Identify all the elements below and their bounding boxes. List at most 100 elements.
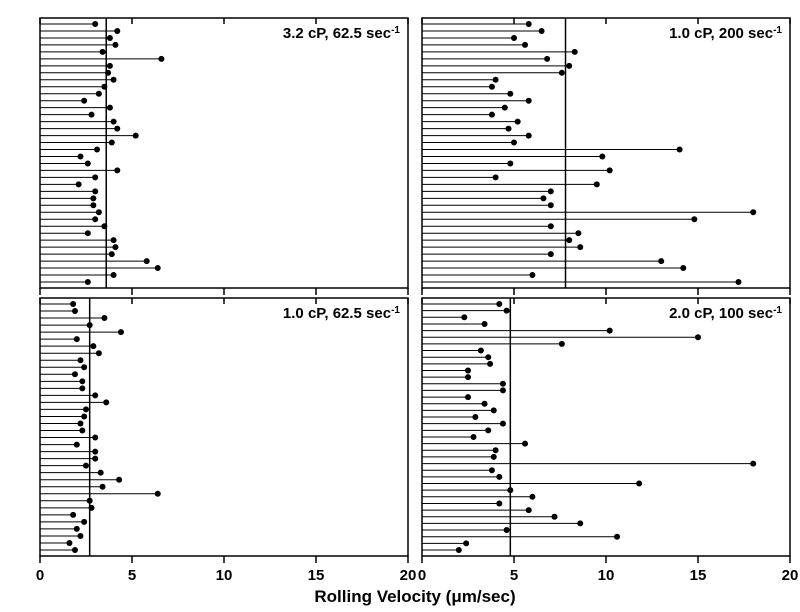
data-marker [72,371,78,377]
data-marker [74,526,80,532]
data-marker [85,230,91,236]
data-marker [566,237,572,243]
data-marker [463,540,469,546]
xtick-label: 15 [690,567,707,584]
data-marker [92,392,98,398]
data-marker [614,534,620,540]
data-marker [89,112,95,118]
data-marker [489,112,495,118]
data-marker [70,301,76,307]
data-marker [548,202,554,208]
data-marker [472,414,478,420]
data-marker [607,328,613,334]
xtick-label: 20 [782,567,799,584]
panel-label: 3.2 cP, 62.5 sec-1 [283,25,401,43]
data-marker [548,251,554,257]
x-axis-label: Rolling Velocity (μm/sec) [314,587,515,606]
data-marker [456,547,462,553]
figure-container: 3.2 cP, 62.5 sec-11.0 cP, 200 sec-105101… [0,0,800,612]
panel-bottom_right: 051015202.0 cP, 100 sec-1 [418,298,799,584]
panel-border [422,298,790,556]
data-marker [81,364,87,370]
data-marker [500,387,506,393]
data-marker [100,49,106,55]
figure-svg: 3.2 cP, 62.5 sec-11.0 cP, 200 sec-105101… [0,0,800,612]
data-marker [155,491,161,497]
panel-border [40,298,408,556]
data-marker [487,361,493,367]
data-marker [94,147,100,153]
data-marker [81,98,87,104]
data-marker [658,258,664,264]
data-marker [83,406,89,412]
data-marker [83,463,89,469]
data-marker [72,547,78,553]
data-marker [529,272,535,278]
data-marker [511,140,517,146]
data-marker [107,35,113,41]
data-marker [491,407,497,413]
data-marker [96,350,102,356]
data-marker [90,195,96,201]
data-marker [116,477,122,483]
data-marker [544,56,550,62]
data-marker [92,174,98,180]
data-marker [575,230,581,236]
data-marker [74,442,80,448]
data-marker [109,140,115,146]
data-marker [750,461,756,467]
data-marker [507,160,513,166]
panel-top_right: 1.0 cP, 200 sec-1 [422,18,790,295]
data-marker [572,49,578,55]
data-marker [526,133,532,139]
data-marker [548,223,554,229]
data-marker [540,195,546,201]
data-marker [98,470,104,476]
panel-label: 2.0 cP, 100 sec-1 [669,305,782,323]
xtick-label: 5 [128,567,136,584]
panel-label: 1.0 cP, 200 sec-1 [669,25,782,43]
data-marker [77,533,83,539]
data-marker [522,441,528,447]
data-marker [485,354,491,360]
data-marker [504,308,510,314]
data-marker [491,454,497,460]
data-marker [493,447,499,453]
data-marker [109,251,115,257]
data-marker [599,153,605,159]
data-marker [92,435,98,441]
data-marker [526,507,532,513]
data-marker [112,244,118,250]
data-marker [482,321,488,327]
data-marker [465,367,471,373]
data-marker [515,119,521,125]
data-marker [505,126,511,132]
data-marker [636,481,642,487]
data-marker [539,28,545,34]
data-marker [526,21,532,27]
xtick-label: 15 [308,567,325,584]
data-marker [607,167,613,173]
data-marker [500,381,506,387]
data-marker [502,105,508,111]
data-marker [92,449,98,455]
data-marker [551,514,557,520]
data-marker [107,105,113,111]
data-marker [695,334,701,340]
data-marker [478,348,484,354]
panel-top_left: 3.2 cP, 62.5 sec-1 [40,18,408,295]
data-marker [577,244,583,250]
data-marker [72,308,78,314]
data-marker [66,540,72,546]
data-marker [76,181,82,187]
data-marker [594,181,600,187]
xtick-label: 10 [598,567,615,584]
data-marker [750,209,756,215]
data-marker [566,63,572,69]
data-marker [577,520,583,526]
data-marker [133,133,139,139]
data-marker [507,91,513,97]
data-marker [465,394,471,400]
data-marker [114,126,120,132]
data-marker [511,35,517,41]
